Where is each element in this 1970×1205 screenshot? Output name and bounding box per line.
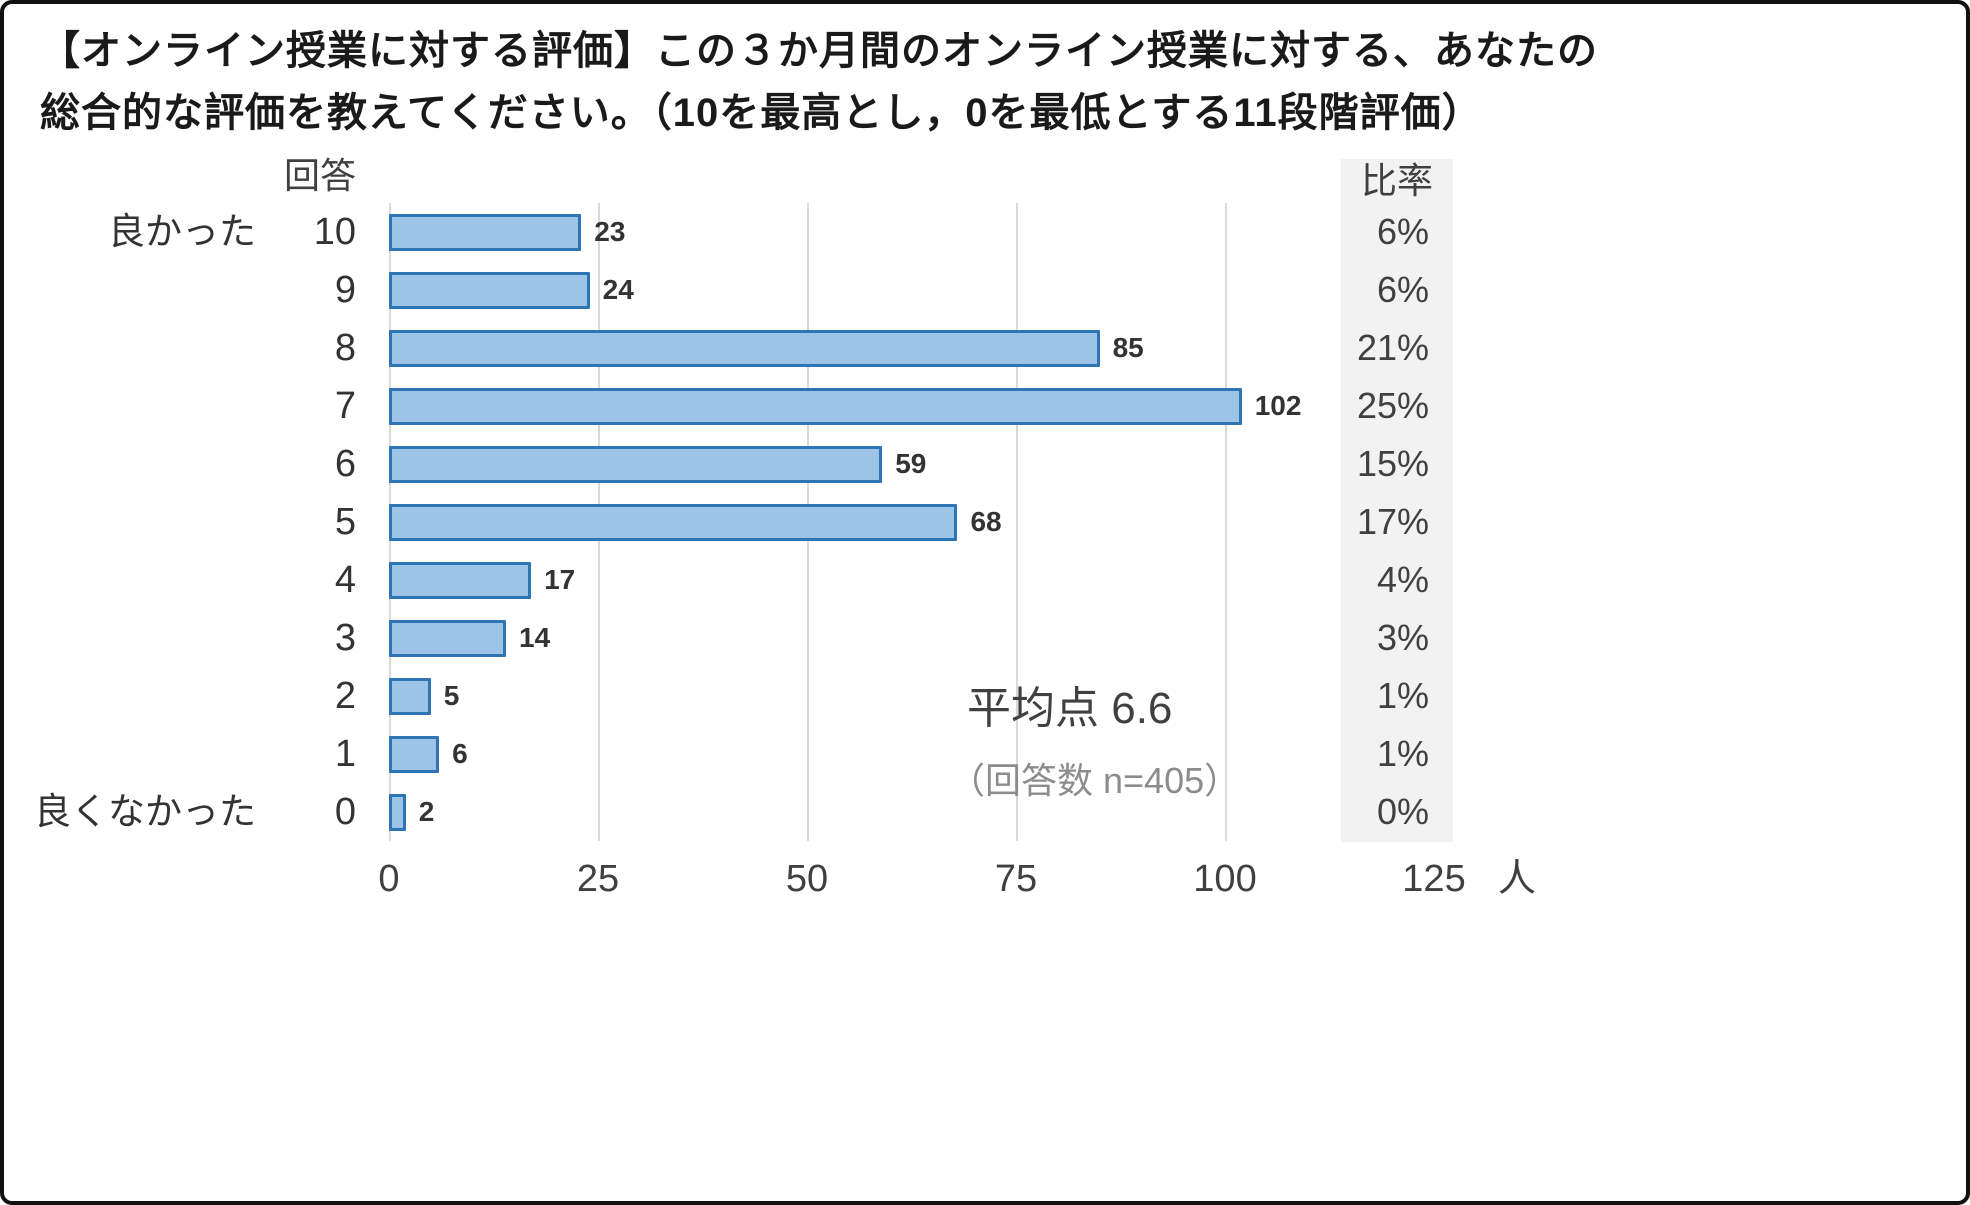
category-label: 0 — [334, 791, 356, 833]
category-label: 1 — [334, 733, 356, 775]
bar-row: 14 — [389, 609, 1434, 667]
bar-value-label: 14 — [519, 622, 551, 653]
bar-value-label: 23 — [594, 216, 626, 247]
bar-4 — [389, 561, 532, 599]
bar-value-label: 17 — [544, 564, 576, 595]
percent-value: 21% — [1356, 327, 1429, 368]
bar-7 — [389, 387, 1242, 425]
percent-column-header: 比率 — [1360, 160, 1433, 201]
bar-9 — [389, 271, 590, 309]
bar-2 — [389, 677, 431, 715]
percent-value: 4% — [1376, 559, 1429, 600]
percent-value: 25% — [1356, 385, 1429, 426]
category-labels: 10 9 8 7 6 5 4 3 2 1 0 — [244, 203, 356, 841]
percent-value: 6% — [1376, 269, 1429, 310]
x-tick-label-25: 25 — [576, 858, 620, 900]
bar-rows: 23 24 85 102 59 68 — [389, 203, 1434, 841]
x-tick-label-125: 125 — [1402, 858, 1466, 900]
category-label: 2 — [334, 675, 356, 717]
percent-value: 1% — [1376, 733, 1429, 774]
chart-title-line1: 【オンライン授業に対する評価】この３か月間のオンライン授業に対する、あなたの — [40, 29, 1598, 73]
bar-value-label: 6 — [452, 738, 468, 769]
bar-6 — [389, 445, 883, 483]
bar-3 — [389, 619, 507, 657]
x-axis-unit-label: 人 — [1498, 858, 1537, 900]
bar-10 — [389, 213, 582, 251]
bar-value-label: 24 — [602, 274, 634, 305]
bar-row: 2 — [389, 783, 1434, 841]
bar-value-label: 85 — [1112, 332, 1144, 363]
x-tick-label-75: 75 — [994, 858, 1038, 900]
bar-row: 5 — [389, 667, 1434, 725]
y-axis-header: 回答 — [283, 155, 356, 196]
percent-value: 3% — [1376, 617, 1429, 658]
bar-value-label: 5 — [443, 680, 460, 711]
bar-row: 85 — [389, 319, 1434, 377]
bar-value-label: 2 — [418, 796, 435, 827]
axis-label-best: 良かった — [108, 211, 256, 252]
percent-value: 17% — [1356, 501, 1429, 542]
bar-1 — [389, 735, 440, 773]
bar-5 — [389, 503, 958, 541]
bar-value-label: 102 — [1254, 390, 1302, 421]
chart-title: 【オンライン授業に対する評価】この３か月間のオンライン授業に対する、あなたの 総… — [40, 20, 1598, 144]
category-label: 8 — [334, 327, 356, 369]
plot-area: 23 24 85 102 59 68 — [389, 203, 1436, 841]
bar-0 — [389, 793, 406, 831]
bar-value-label: 59 — [895, 448, 927, 479]
category-label: 3 — [334, 617, 356, 659]
percent-value: 15% — [1356, 443, 1429, 484]
sample-size-annotation: （回答数 n=405） — [949, 760, 1241, 801]
bar-row: 6 — [389, 725, 1434, 783]
percent-column: 比率 6% 6% 21% 25% 15% 17% 4% 3% 1% 1% 0% — [1341, 159, 1453, 842]
category-label: 6 — [334, 443, 356, 485]
x-tick-label-100: 100 — [1193, 858, 1257, 900]
gridline-75 — [1016, 203, 1018, 841]
bar-value-label: 68 — [970, 506, 1002, 537]
percent-value: 6% — [1376, 211, 1429, 252]
average-score-annotation: 平均点 6.6 — [967, 684, 1173, 733]
bar-row: 23 — [389, 203, 1434, 261]
category-label: 7 — [334, 385, 356, 427]
percent-value: 1% — [1376, 675, 1429, 716]
bar-row: 68 — [389, 493, 1434, 551]
x-tick-label-50: 50 — [785, 858, 829, 900]
category-label: 5 — [334, 501, 356, 543]
x-tick-label-0: 0 — [378, 858, 400, 900]
category-label: 4 — [334, 559, 356, 601]
gridline-100 — [1225, 203, 1227, 841]
category-label: 10 — [313, 211, 356, 253]
category-label: 9 — [334, 269, 356, 311]
percent-value: 0% — [1376, 791, 1429, 832]
bar-row: 17 — [389, 551, 1434, 609]
bar-row: 24 — [389, 261, 1434, 319]
chart-title-line2: 総合的な評価を教えてください。（10を最高とし，0を最低とする11段階評価） — [40, 91, 1483, 135]
axis-label-worst: 良くなかった — [34, 791, 256, 832]
bar-8 — [389, 329, 1100, 367]
bar-row: 102 — [389, 377, 1434, 435]
bar-row: 59 — [389, 435, 1434, 493]
